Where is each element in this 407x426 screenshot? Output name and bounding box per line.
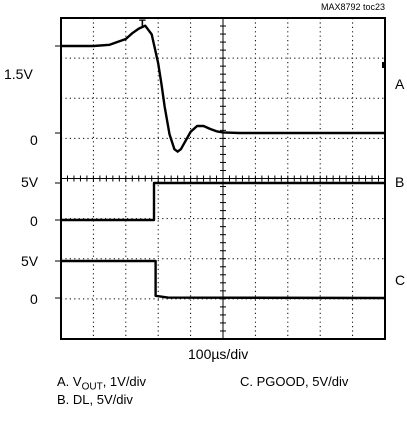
- channel-letter-a: A: [395, 77, 404, 91]
- legend-a-subscript: OUT: [82, 382, 103, 393]
- legend-c-name: PGOOD: [257, 374, 305, 389]
- channel-letter-c: C: [395, 273, 405, 287]
- legend-b-scale: 5V/div: [97, 392, 133, 407]
- legend-a-scale: 1V/div: [110, 374, 146, 389]
- level-label-c-high: 5V: [21, 254, 38, 268]
- legend-entry-b: B. DL, 5V/div: [57, 393, 133, 406]
- level-label-a-zero: 0: [30, 133, 38, 147]
- legend-c-letter: C: [240, 374, 249, 389]
- trigger-level-marker: [382, 62, 386, 68]
- legend-b-letter: B: [57, 392, 66, 407]
- channel-letter-b: B: [395, 175, 404, 189]
- level-label-b-high: 5V: [21, 175, 38, 189]
- legend-c-scale: 5V/div: [312, 374, 348, 389]
- level-label-c-zero: 0: [30, 292, 38, 306]
- legend-a-letter: A: [57, 374, 66, 389]
- legend-entry-a: A. VOUT, 1V/div: [57, 375, 146, 393]
- legend-a-name: V: [73, 374, 82, 389]
- trigger-marker: T: [139, 19, 146, 30]
- level-label-a-high: 1.5V: [4, 67, 33, 81]
- legend-entry-c: C. PGOOD, 5V/div: [240, 375, 348, 388]
- graticule: [55, 18, 386, 339]
- figure-id: MAX8792 toc23: [321, 3, 385, 12]
- timebase-label: 100µs/div: [188, 347, 248, 361]
- legend-b-name: DL: [73, 392, 90, 407]
- level-label-b-zero: 0: [30, 214, 38, 228]
